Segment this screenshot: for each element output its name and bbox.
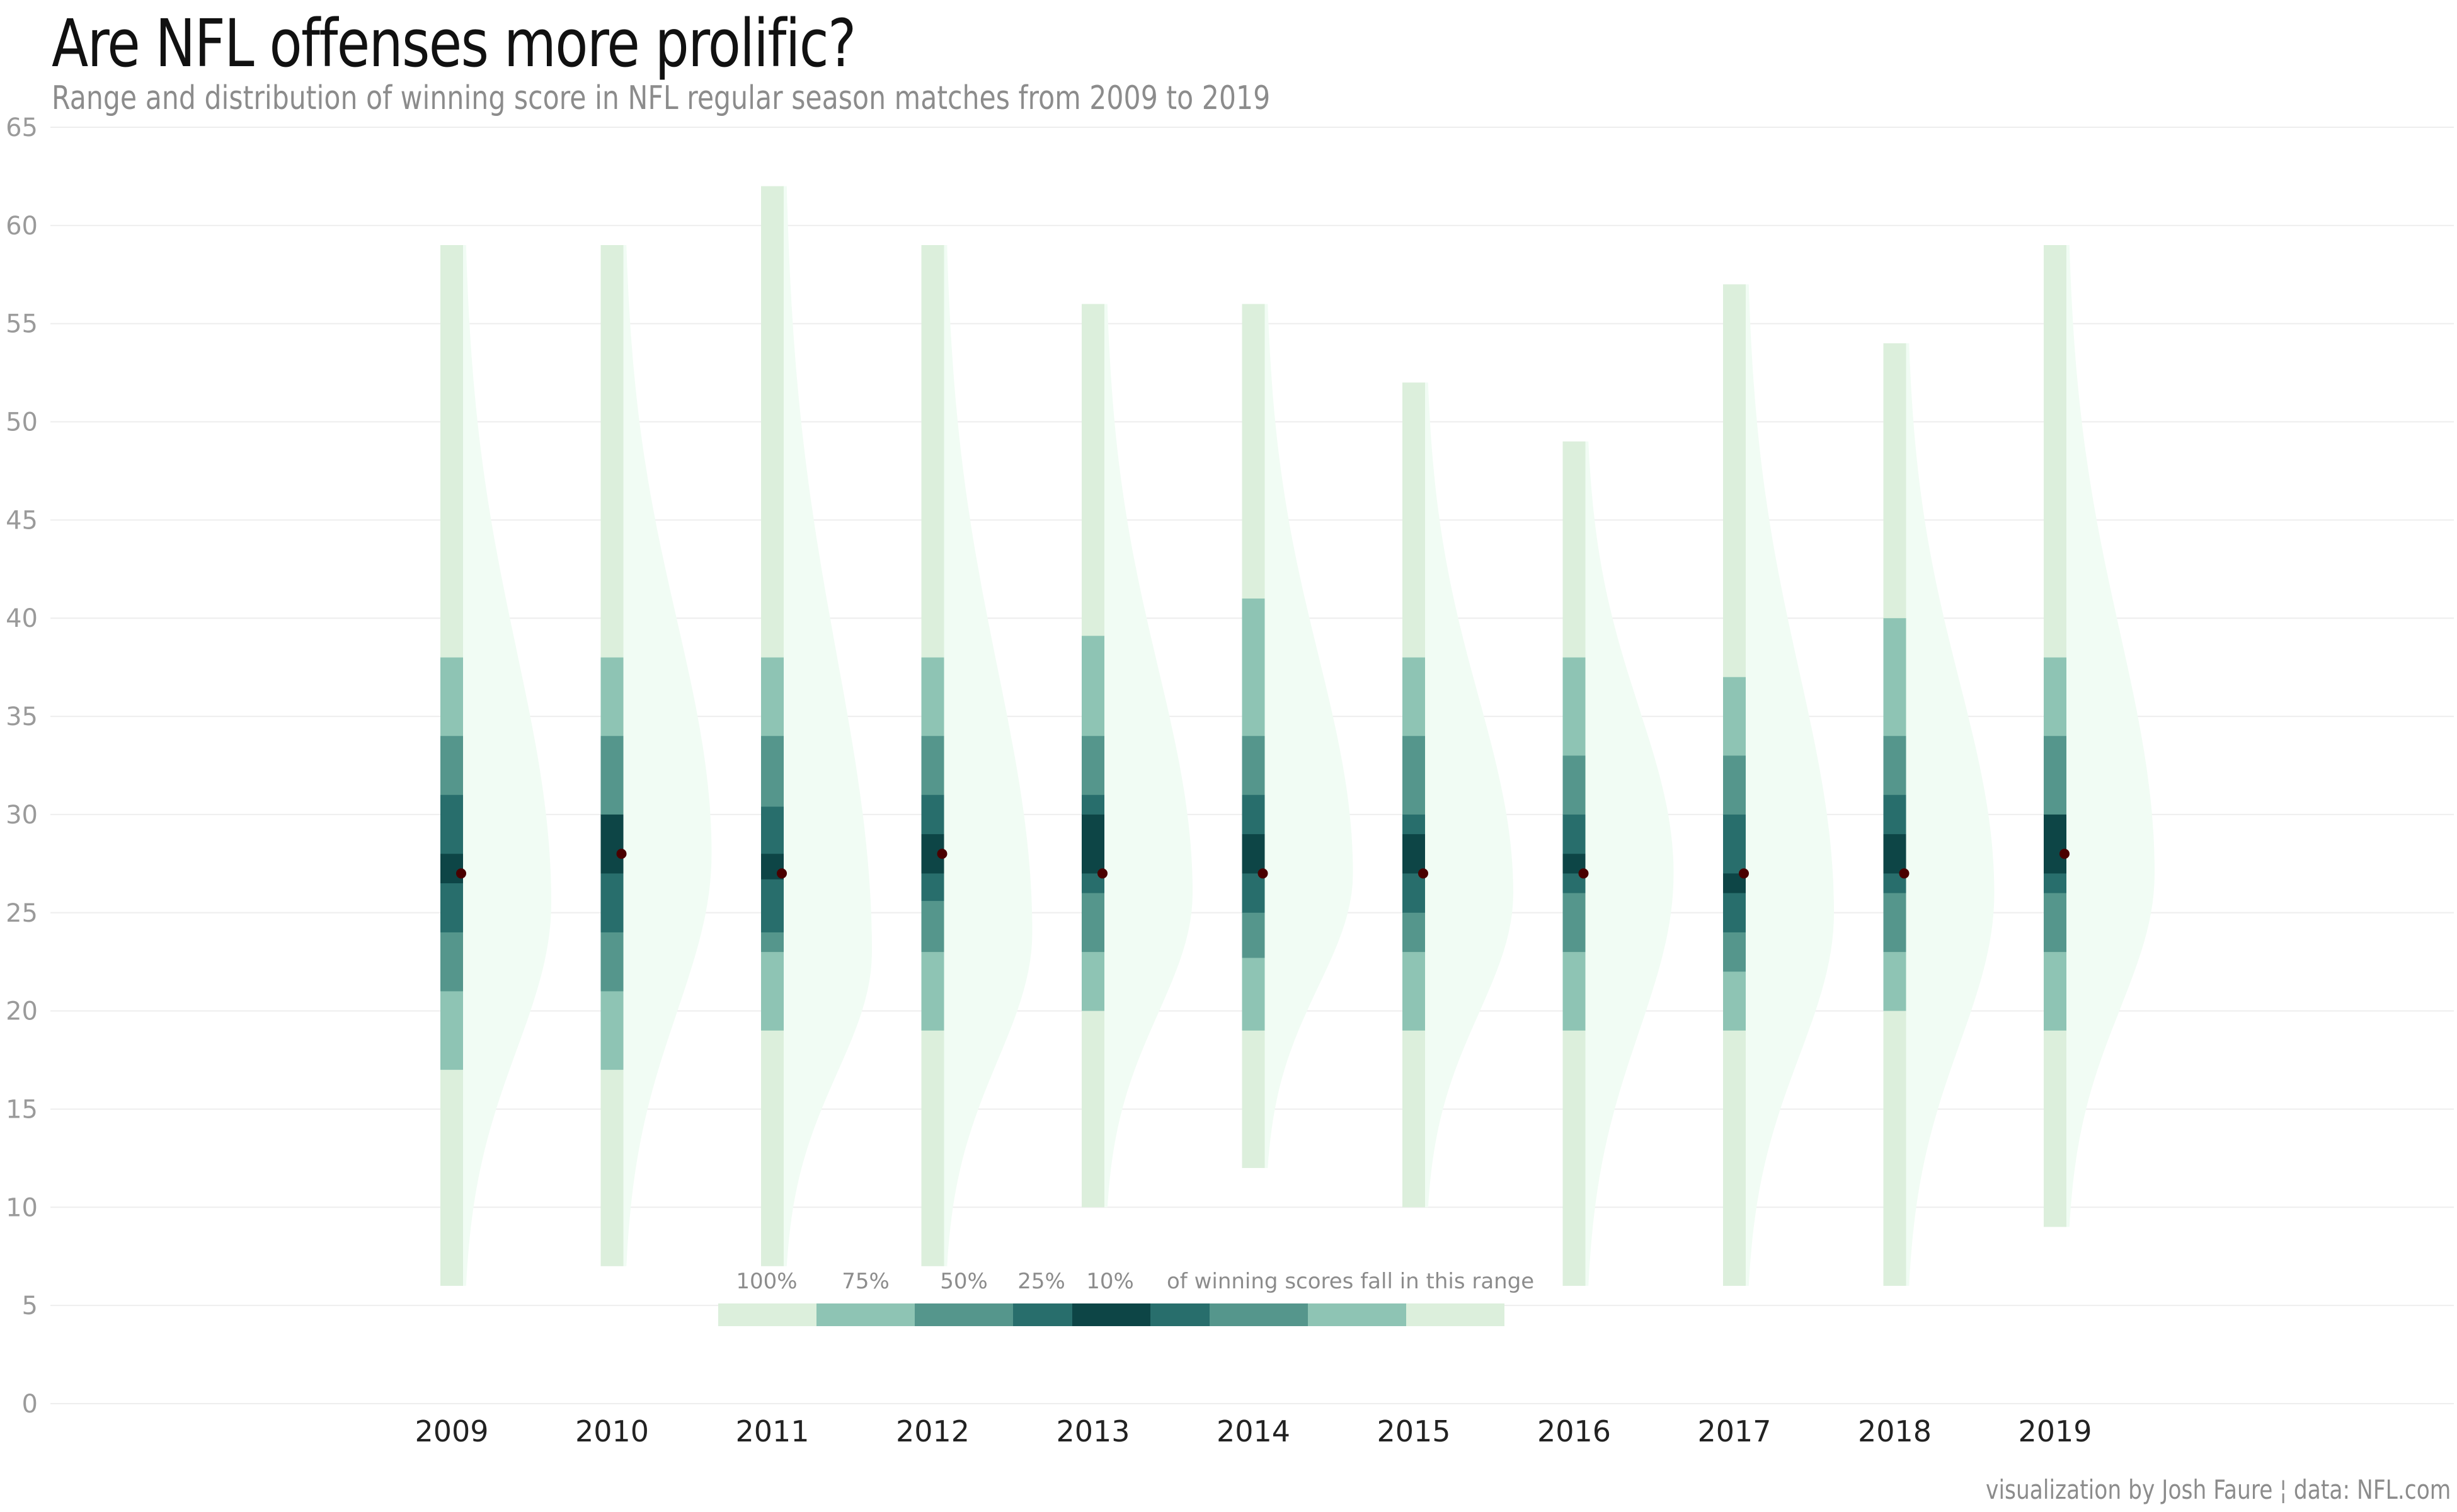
density-2009 [463,245,551,1286]
y-tick-label: 55 [6,310,38,339]
y-tick-label: 20 [6,997,38,1026]
median-dot-2013 [1097,868,1108,879]
interval-bars [440,186,2066,1286]
x-tick-label: 2017 [1697,1414,1771,1448]
legend-swatch [1308,1303,1406,1326]
median-dot-2011 [777,868,787,879]
y-axis-ticks: 0 5 10 15 20 25 30 35 40 45 50 55 60 65 [6,113,38,1419]
density-2011 [784,186,872,1266]
x-tick-label: 2016 [1537,1414,1611,1448]
density-curves [463,186,2155,1286]
legend-label: 10% [1086,1269,1134,1294]
legend-swatch [816,1303,915,1326]
density-2018 [1906,343,1995,1286]
median-dot-2016 [1578,868,1589,879]
legend-swatch [1072,1303,1150,1326]
legend-label: 75% [842,1269,890,1294]
legend-swatch [718,1303,816,1326]
median-dot-2015 [1418,868,1428,879]
y-tick-label: 40 [6,604,38,633]
density-2015 [1425,382,1513,1208]
x-tick-label: 2010 [575,1414,649,1448]
x-tick-label: 2011 [735,1414,809,1448]
density-2016 [1585,441,1674,1286]
x-tick-label: 2019 [2018,1414,2092,1448]
x-tick-label: 2013 [1056,1414,1130,1448]
x-tick-label: 2015 [1377,1414,1450,1448]
median-dot-2010 [616,849,627,859]
median-dot-2012 [937,849,948,859]
interval-r10-2009 [440,854,463,884]
x-tick-label: 2012 [896,1414,970,1448]
y-tick-label: 0 [22,1390,38,1419]
legend-swatch [1406,1303,1504,1326]
y-tick-label: 65 [6,113,38,142]
legend-suffix: of winning scores fall in this range [1167,1269,1534,1294]
interval-r10-2019 [2044,814,2066,874]
density-2014 [1264,304,1353,1168]
density-2010 [623,245,712,1266]
legend: 100% 75% 50% 25% 10% of winning scores fall i… [718,1269,1534,1326]
legend-swatch [1150,1303,1210,1326]
y-tick-label: 35 [6,702,38,731]
interval-r25-2016 [1562,814,1586,893]
density-2013 [1104,304,1193,1208]
y-tick-label: 60 [6,212,38,241]
legend-label: 25% [1017,1269,1065,1294]
x-axis-ticks: 2009 2010 2011 2012 2013 2014 2015 2016 2017 2018… [415,1414,2092,1448]
y-tick-label: 45 [6,506,38,535]
interval-r10-2015 [1402,834,1425,874]
x-tick-label: 2009 [415,1414,488,1448]
source-caption: visualization by Josh Faure ¦ data: NFL.… [1985,1474,2451,1505]
median-dot-2009 [456,868,466,879]
interval-r10-2013 [1082,814,1104,874]
legend-swatch [915,1303,1013,1326]
legend-label: 100% [736,1269,797,1294]
median-dot-2014 [1257,868,1268,879]
y-tick-label: 15 [6,1095,38,1124]
interval-r10-2010 [600,814,624,874]
density-2017 [1746,284,1834,1286]
y-tick-label: 10 [6,1193,38,1222]
y-tick-label: 30 [6,801,38,830]
median-dot-2017 [1739,868,1749,879]
x-tick-label: 2018 [1858,1414,1932,1448]
median-dot-2018 [1899,868,1910,879]
y-tick-label: 25 [6,899,38,928]
x-tick-label: 2014 [1217,1414,1290,1448]
y-tick-label: 50 [6,408,38,437]
y-tick-label: 5 [22,1292,38,1320]
density-2019 [2066,245,2155,1227]
density-2012 [944,245,1033,1266]
interval-r10-2014 [1242,834,1265,874]
legend-label: 50% [940,1269,988,1294]
legend-swatch [1013,1303,1072,1326]
median-dot-2019 [2059,849,2070,859]
median-dots [456,849,2070,879]
chart-subtitle: Range and distribution of winning score … [52,79,1271,117]
chart-title: Are NFL offenses more prolific? [52,5,856,82]
interval-r10-2018 [1883,834,1906,874]
legend-swatch [1210,1303,1308,1326]
